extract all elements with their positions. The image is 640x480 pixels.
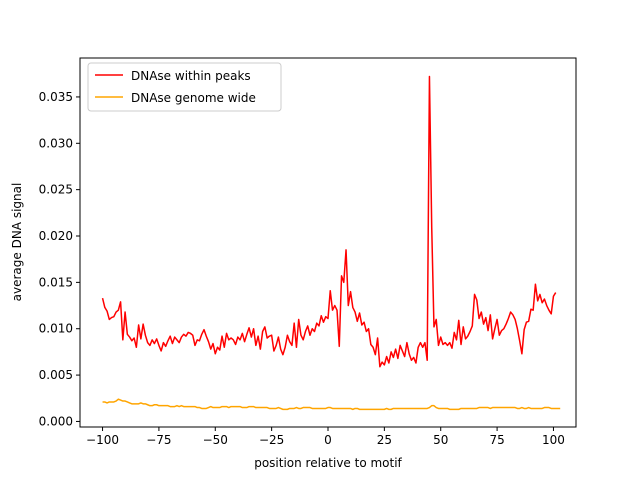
y-tick-label: 0.035: [39, 90, 73, 104]
y-tick-label: 0.000: [39, 414, 73, 428]
x-tick-label: −50: [203, 433, 228, 447]
series-line-0: [101, 75, 557, 368]
y-axis: 0.000 0.005 0.010 0.015 0.020 0.025 0.030 0.035: [39, 90, 80, 428]
y-tick-label: 0.010: [39, 322, 73, 336]
series-line-1: [102, 398, 561, 411]
x-tick-label: 75: [489, 433, 504, 447]
x-tick-label: −25: [259, 433, 284, 447]
x-tick-label: −75: [146, 433, 171, 447]
x-tick-label: 100: [542, 433, 565, 447]
x-tick-label: 50: [433, 433, 448, 447]
y-tick-label: 0.015: [39, 275, 73, 289]
x-tick-label: −100: [86, 433, 119, 447]
y-tick-label: 0.005: [39, 368, 73, 382]
x-tick-label: 0: [324, 433, 332, 447]
y-tick-label: 0.025: [39, 183, 73, 197]
x-tick-label: 25: [377, 433, 392, 447]
x-axis: −100 −75 −50 −25 0 25 50 75 100: [86, 427, 565, 447]
y-tick-label: 0.020: [39, 229, 73, 243]
x-axis-label: position relative to motif: [254, 456, 402, 470]
legend-label-dnase-genome-wide: DNAse genome wide: [131, 91, 256, 105]
legend: DNAse within peaks DNAse genome wide: [87, 62, 282, 112]
plot-lines: [101, 75, 561, 411]
y-tick-label: 0.030: [39, 136, 73, 150]
legend-label-dnase-within-peaks: DNAse within peaks: [131, 69, 251, 83]
legend-frame: [87, 62, 282, 112]
y-axis-label: average DNA signal: [10, 183, 24, 302]
